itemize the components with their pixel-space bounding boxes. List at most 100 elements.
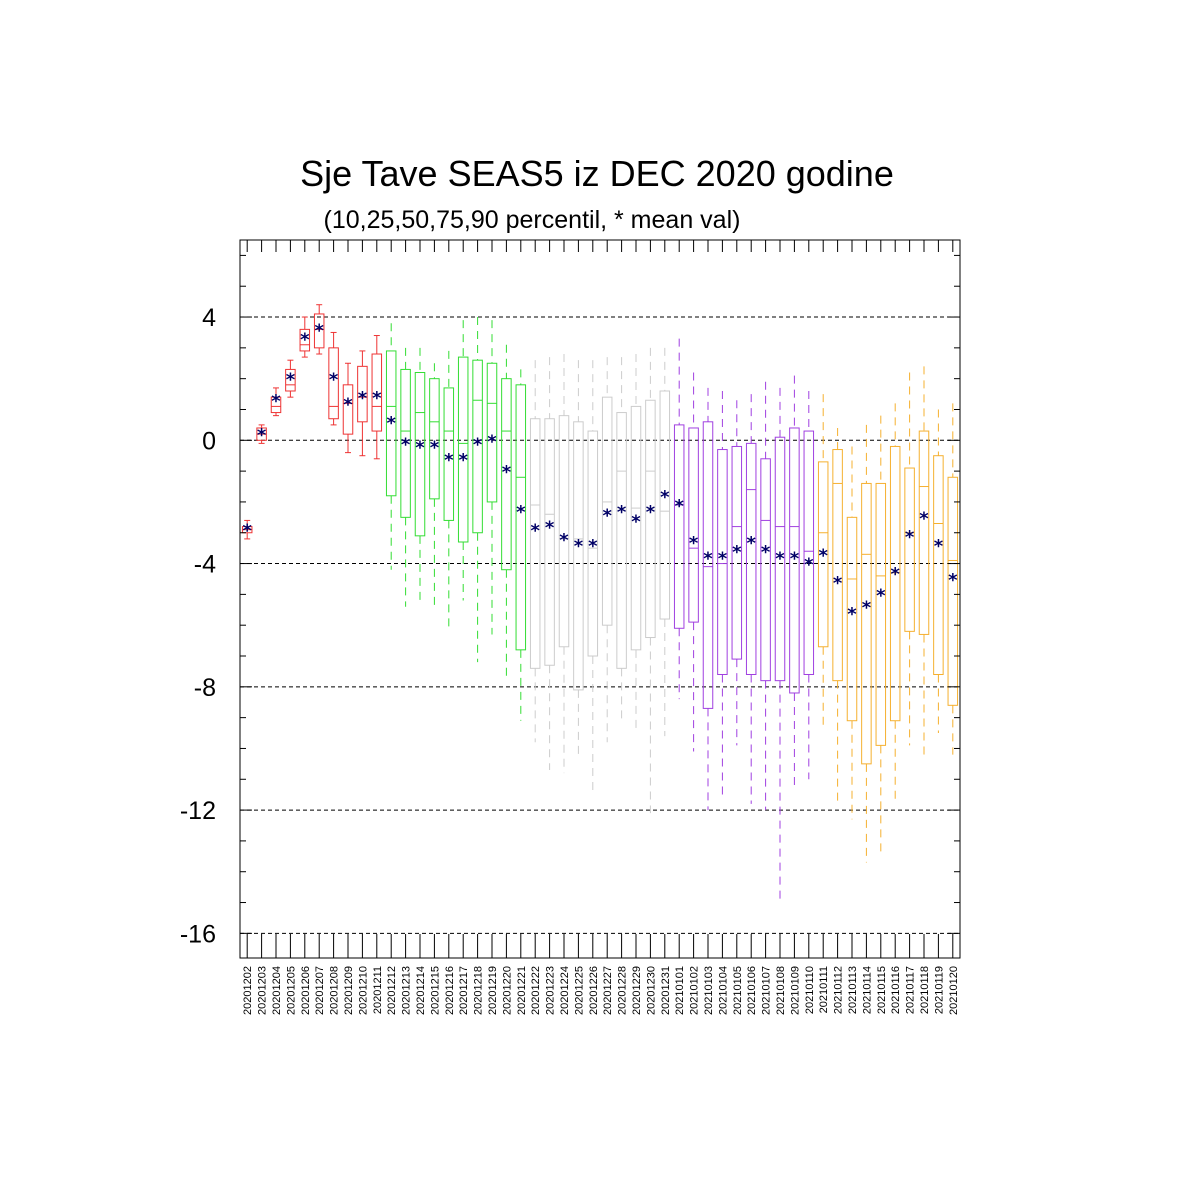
mean-marker: *: [775, 548, 785, 569]
x-tick-label: 20201218: [473, 966, 485, 1015]
box-iqr: [400, 368, 411, 518]
x-tick-label: 20201211: [372, 966, 384, 1014]
box-iqr: [659, 390, 671, 620]
y-tick-label: -4: [194, 551, 216, 579]
mean-marker: *: [847, 604, 857, 625]
x-tick-label: 20210117: [905, 966, 917, 1014]
box-iqr: [357, 365, 368, 423]
mean-marker: *: [703, 548, 713, 569]
x-tick-label: 20201222: [530, 966, 542, 1015]
y-tick-label: -12: [180, 797, 216, 825]
mean-marker: *: [386, 413, 396, 434]
mean-marker: *: [732, 542, 742, 563]
x-tick-label: 20210107: [761, 966, 773, 1015]
box-iqr: [918, 430, 930, 635]
box-iqr: [515, 384, 527, 651]
box-iqr: [544, 418, 555, 666]
box-iqr: [731, 445, 743, 660]
box-iqr: [299, 328, 311, 352]
x-tick-label: 20210114: [861, 966, 873, 1014]
x-tick-label: 20201225: [573, 966, 585, 1015]
box-iqr: [947, 476, 959, 706]
grid-lines: [240, 316, 960, 934]
box-iqr: [774, 436, 786, 682]
x-tick-label: 20201227: [602, 966, 614, 1015]
mean-marker: *: [689, 533, 699, 554]
box-iqr: [587, 430, 599, 657]
box-iqr: [702, 421, 714, 709]
x-tick-label: 20210115: [876, 966, 888, 1014]
x-tick-label: 20201203: [257, 966, 269, 1015]
x-tick-label: 20210113: [847, 966, 859, 1014]
mean-marker: *: [286, 370, 296, 391]
mean-marker: *: [602, 505, 612, 526]
x-tick-label: 20201231: [660, 966, 672, 1015]
x-tick-label: 20201230: [645, 966, 657, 1015]
x-tick-label: 20210120: [948, 966, 960, 1015]
mean-marker: *: [372, 388, 382, 409]
mean-marker: *: [746, 533, 756, 554]
mean-marker: *: [818, 545, 828, 566]
x-tick-label: 20201213: [401, 966, 413, 1015]
box-iqr: [645, 399, 656, 639]
mean-marker: *: [516, 502, 526, 523]
mean-marker: *: [876, 585, 886, 606]
y-tick-label: 0: [202, 427, 216, 455]
x-tick-label: 20210109: [789, 966, 801, 1015]
x-tick-label: 20210111: [818, 966, 830, 1013]
x-tick-label: 20201216: [444, 966, 456, 1015]
box-iqr: [371, 353, 383, 432]
box-iqr: [313, 313, 325, 349]
box-iqr: [457, 356, 469, 543]
box-iqr: [616, 412, 627, 669]
box-iqr: [817, 461, 829, 648]
x-tick-label: 20201217: [458, 966, 470, 1015]
x-tick-label: 20201206: [300, 966, 312, 1015]
mean-marker: *: [631, 511, 641, 532]
mean-marker: *: [674, 496, 684, 517]
mean-marker: *: [271, 391, 281, 412]
y-tick-label: -8: [194, 674, 216, 702]
x-tick-label: 20201223: [545, 966, 557, 1015]
mean-marker: *: [559, 530, 569, 551]
mean-marker: *: [905, 527, 915, 548]
box-iqr: [486, 362, 498, 503]
x-tick-label: 20210102: [689, 966, 701, 1015]
x-tick-label: 20210112: [833, 966, 845, 1014]
box-iqr: [529, 418, 541, 669]
x-tick-label: 20201226: [588, 966, 600, 1015]
x-axis: 20201202 20201203 20201204 20201205 20201206…: [242, 240, 960, 1015]
mean-marker: *: [804, 555, 814, 576]
box-iqr: [601, 396, 613, 626]
box-iqr: [717, 449, 728, 675]
box-iqr: [472, 359, 483, 534]
x-tick-label: 20201210: [357, 966, 369, 1015]
box-iqr: [745, 442, 757, 675]
box-iqr: [861, 482, 872, 765]
x-tick-label: 20201212: [386, 966, 398, 1015]
x-tick-label: 20210103: [703, 966, 715, 1015]
mean-marker: *: [300, 330, 310, 351]
x-tick-label: 20201209: [343, 966, 355, 1015]
box-iqr: [630, 405, 642, 651]
box-iqr: [673, 424, 685, 629]
x-tick-label: 20201202: [242, 966, 254, 1015]
mean-marker: *: [329, 370, 339, 391]
box-iqr: [501, 378, 512, 571]
mean-marker: *: [502, 462, 512, 483]
x-tick-label: 20201229: [631, 966, 643, 1015]
box-iqr: [803, 430, 815, 675]
mean-marker: *: [343, 394, 353, 415]
mean-marker: *: [862, 598, 872, 619]
mean-marker: *: [444, 450, 454, 471]
box-iqr: [328, 347, 339, 420]
x-tick-label: 20210104: [717, 966, 729, 1015]
mean-marker: *: [588, 536, 598, 557]
x-tick-label: 20210108: [775, 966, 787, 1015]
x-tick-label: 20210105: [732, 966, 744, 1015]
mean-marker: *: [530, 521, 540, 542]
x-tick-label: 20201220: [501, 966, 513, 1015]
box-iqr: [285, 368, 296, 392]
box-iqr: [385, 350, 397, 497]
